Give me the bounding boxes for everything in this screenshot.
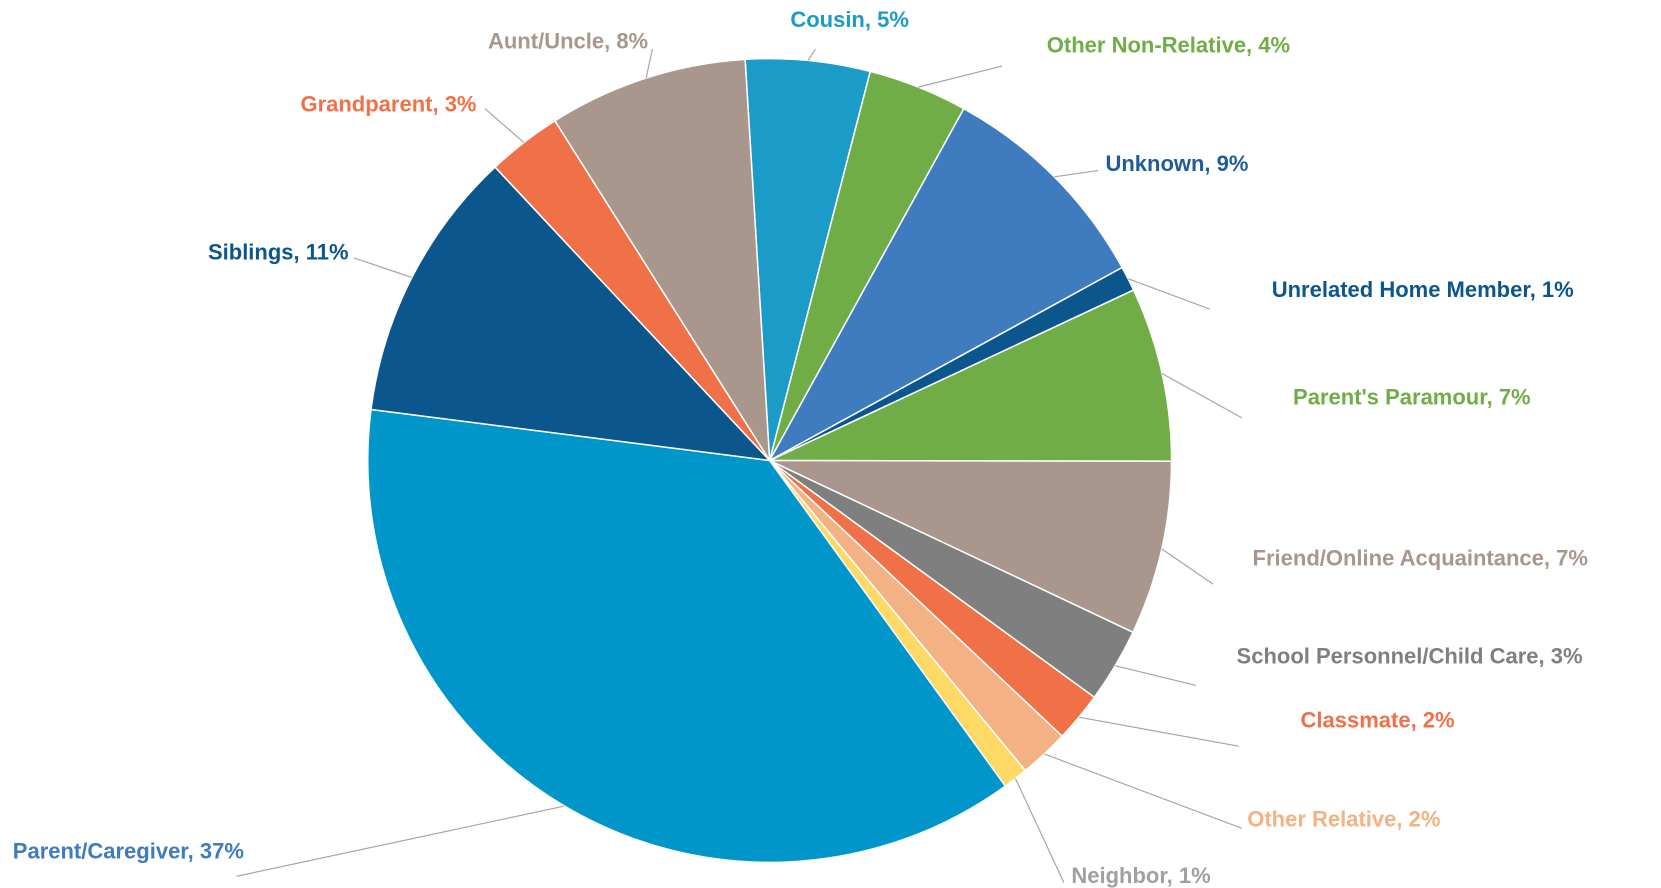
leader-line <box>1161 548 1214 585</box>
slice-label: Parent/Caregiver, 37% <box>13 839 244 864</box>
slice-label: School Personnel/Child Care, 3% <box>1237 644 1583 669</box>
slice-label: Cousin, 5% <box>790 7 909 32</box>
slice-label: Other Non-Relative, 4% <box>1047 33 1290 58</box>
pie-slice <box>769 459 1173 634</box>
slice-label: Parent's Paramour, 7% <box>1293 384 1531 409</box>
pie-slice <box>767 107 1124 463</box>
leader-line <box>484 108 525 143</box>
slice-label: Other Relative, 2% <box>1247 807 1440 832</box>
slice-label: Siblings, 11% <box>208 240 349 265</box>
pie-slice <box>769 289 1173 462</box>
pie-slice <box>370 166 772 462</box>
leader-line <box>1054 169 1099 178</box>
pie-slice <box>553 58 771 461</box>
leader-line <box>353 257 413 279</box>
leader-line <box>1044 753 1243 829</box>
slice-label: Aunt/Uncle, 8% <box>488 28 648 53</box>
slice-label: Neighbor, 1% <box>1071 863 1210 888</box>
leader-line <box>645 48 653 79</box>
leader-line <box>1161 373 1243 419</box>
slice-label: Unrelated Home Member, 1% <box>1272 277 1574 302</box>
leader-line <box>807 48 816 61</box>
slice-label: Grandparent, 3% <box>300 91 476 116</box>
slice-label: Unknown, 9% <box>1105 151 1248 176</box>
leader-line <box>918 65 1003 88</box>
slice-label: Friend/Online Acquaintance, 7% <box>1253 545 1588 570</box>
leader-line <box>1078 716 1239 747</box>
slice-label: Classmate, 2% <box>1301 707 1455 732</box>
leader-line <box>1014 778 1065 883</box>
leader-line <box>1127 278 1211 310</box>
leader-line <box>1115 665 1197 687</box>
leader-line <box>236 805 565 877</box>
